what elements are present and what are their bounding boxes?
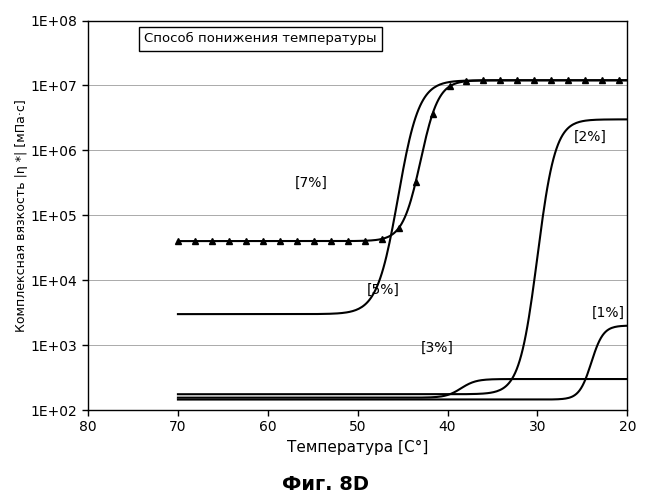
- Text: [2%]: [2%]: [574, 130, 606, 144]
- X-axis label: Температура [C°]: Температура [C°]: [287, 440, 428, 455]
- Text: Способ понижения температуры: Способ понижения температуры: [145, 32, 377, 46]
- Text: [5%]: [5%]: [367, 283, 400, 297]
- Text: [7%]: [7%]: [295, 176, 327, 190]
- Text: Фиг. 8D: Фиг. 8D: [282, 475, 369, 494]
- Text: [1%]: [1%]: [591, 306, 624, 320]
- Text: [3%]: [3%]: [421, 342, 454, 355]
- Y-axis label: Комплексная вязкость |η *| [мПа·с]: Комплексная вязкость |η *| [мПа·с]: [15, 99, 28, 332]
